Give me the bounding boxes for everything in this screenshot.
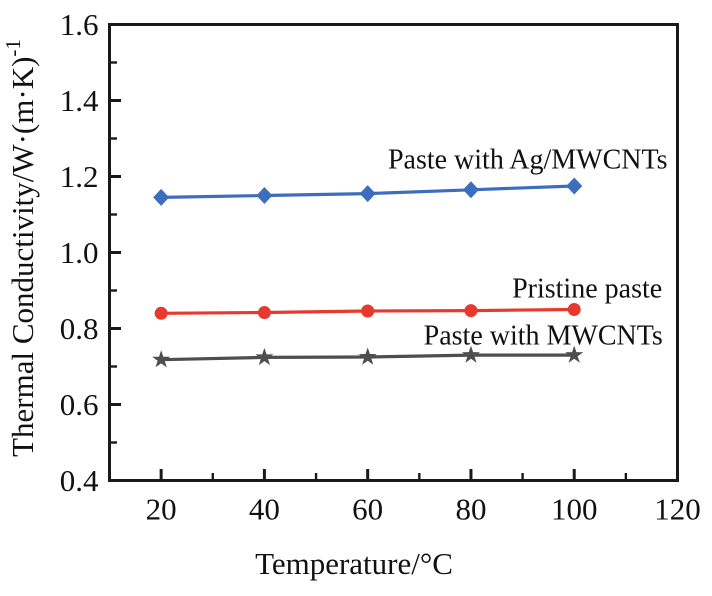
x-tick-label: 20 [146, 492, 177, 527]
y-tick-label: 1.6 [60, 7, 99, 42]
x-tick-label: 40 [249, 492, 280, 527]
series-3: Paste with MWCNTs [152, 320, 663, 368]
plot-border [108, 23, 679, 482]
x-tick-label: 120 [654, 492, 701, 527]
y-axis-title-superscript: -1 [1, 39, 25, 57]
x-axis-title: Temperature/°C [255, 546, 453, 581]
data-point-diamond [153, 188, 170, 206]
data-point-diamond [566, 177, 583, 195]
data-point-star [152, 350, 171, 368]
data-point-diamond [359, 185, 376, 203]
x-tick-label: 100 [551, 492, 598, 527]
data-point-circle [257, 306, 271, 320]
data-point-circle [361, 304, 375, 318]
data-point-star [255, 347, 274, 366]
x-tick-label: 60 [352, 492, 383, 527]
y-tick-label: 0.8 [60, 311, 99, 346]
data-point-circle [567, 303, 581, 316]
y-tick-label: 1.2 [60, 159, 99, 194]
series-2: Pristine paste [154, 274, 662, 320]
series-label: Pristine paste [512, 274, 662, 305]
y-tick-label: 0.6 [60, 387, 99, 422]
data-point-circle [154, 306, 168, 320]
y-tick-label: 1.4 [60, 83, 99, 118]
series-label: Paste with MWCNTs [424, 320, 663, 351]
y-tick-label: 0.4 [60, 463, 99, 498]
data-point-star [565, 345, 584, 363]
data-point-diamond [256, 187, 273, 204]
series-label: Paste with Ag/MWCNTs [388, 144, 668, 175]
y-tick-label: 1.0 [60, 235, 99, 270]
series-1: Paste with Ag/MWCNTs [153, 144, 668, 206]
data-point-star [358, 347, 377, 365]
x-tick-label: 80 [455, 492, 486, 527]
data-point-diamond [462, 181, 479, 199]
data-point-circle [464, 304, 478, 318]
data-point-star [461, 345, 480, 363]
y-axis-title: Thermal Conductivity/W·(m·K)-1 [1, 39, 40, 457]
